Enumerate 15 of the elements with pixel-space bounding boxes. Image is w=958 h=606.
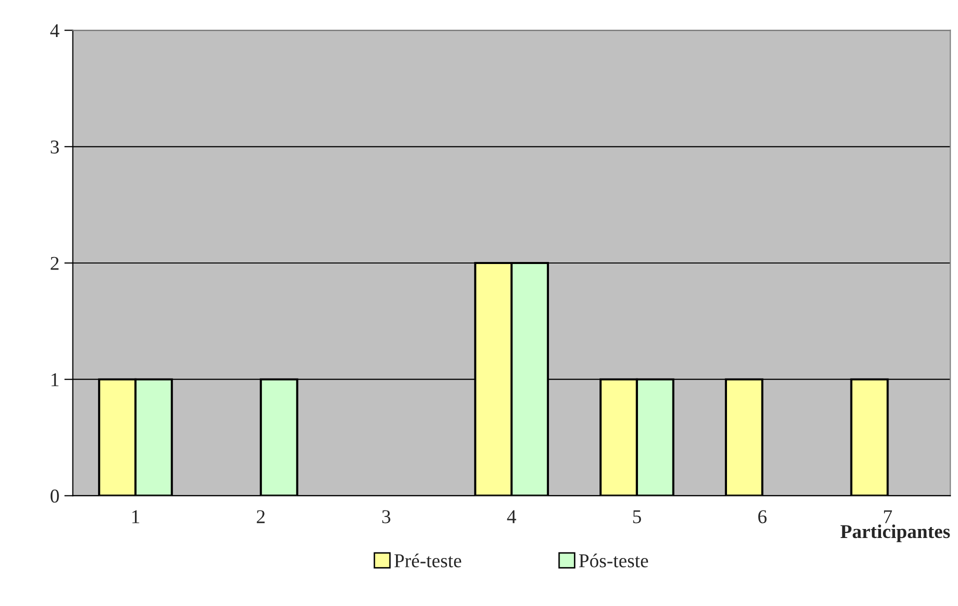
legend-label: Pré-teste [394, 554, 462, 568]
x-tick-label: 1 [132, 510, 140, 524]
x-tick-label: 6 [758, 510, 767, 524]
y-tick-label: 2 [50, 256, 59, 270]
x-tick-label: 3 [382, 510, 390, 524]
x-tick-label: 4 [507, 510, 516, 524]
x-tick-label: 2 [256, 510, 265, 524]
y-tick-label: 4 [50, 24, 60, 38]
y-tick-label: 1 [52, 373, 58, 386]
legend-label: Pós-teste [579, 554, 648, 568]
x-axis-title: Participantes [840, 524, 950, 542]
x-tick-label: 5 [633, 510, 642, 524]
x-tick-label: 7 [884, 510, 892, 524]
y-tick-label: 3 [50, 140, 59, 154]
y-tick-label: 0 [50, 490, 59, 503]
